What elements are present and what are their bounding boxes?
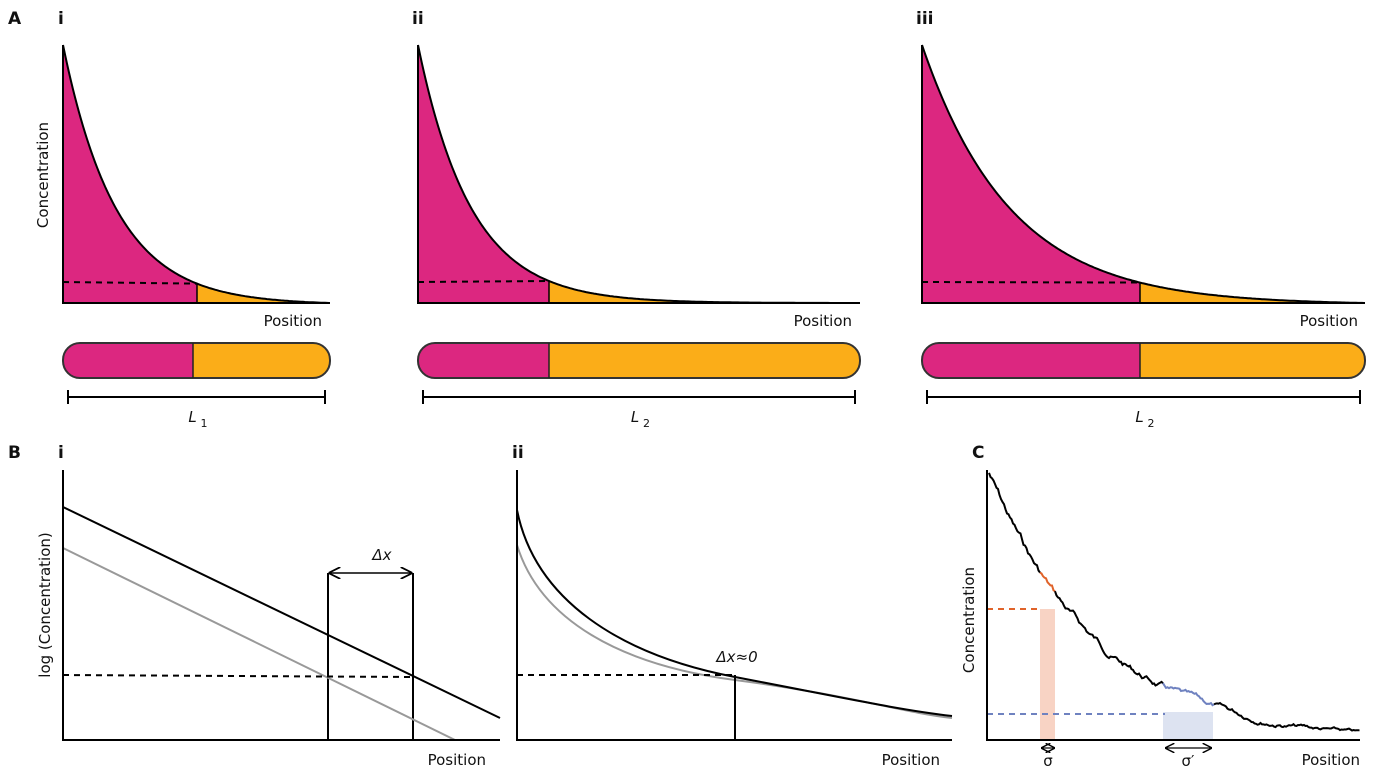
subpanel-label: i (58, 9, 64, 29)
x-axis-label: Position (882, 751, 940, 769)
y-axis-label: Concentration (960, 567, 978, 673)
subpanel-label: ii (412, 9, 424, 29)
width-label: σ (1043, 752, 1053, 770)
panel-label: C (972, 443, 984, 463)
panel-label: B (8, 443, 21, 463)
embryo-anterior (922, 343, 1141, 378)
x-axis-label: Position (794, 312, 852, 330)
width-label: σ′ (1182, 752, 1196, 770)
length-label: L (188, 408, 196, 426)
annotation: Δx (371, 546, 391, 564)
scale-bar (68, 390, 325, 404)
plot-b-i (63, 470, 500, 740)
region-high (922, 45, 1140, 303)
length-label: L (631, 408, 639, 426)
figure: A i ii iii B i ii C Concentration Positi… (0, 0, 1376, 772)
region-low (197, 284, 330, 303)
gradient-trace-high (1040, 573, 1055, 592)
region-high (418, 45, 549, 303)
region-low (549, 281, 860, 303)
y-axis-label: log (Concentration) (36, 532, 54, 677)
length-subscript: 1 (201, 417, 208, 430)
subpanel-label: i (58, 443, 64, 463)
length-label: L (1135, 408, 1143, 426)
length-subscript: 2 (643, 417, 650, 430)
embryo-anterior (418, 343, 550, 378)
gradient-trace (1214, 703, 1360, 731)
length-subscript: 2 (1148, 417, 1155, 430)
subpanel-label: iii (916, 9, 933, 29)
annotation: Δx≈0 (715, 648, 757, 666)
scale-bar (423, 390, 855, 404)
region-low (1140, 283, 1365, 303)
x-axis-label: Position (1302, 751, 1360, 769)
subpanel-label: ii (512, 443, 524, 463)
embryo-anterior (63, 343, 194, 378)
region-high (63, 45, 197, 303)
embryo-posterior (549, 343, 861, 378)
gradient-trace (1055, 591, 1163, 685)
plot-b-ii (517, 470, 952, 740)
panel-label: A (8, 9, 22, 29)
embryo-posterior (1140, 343, 1366, 378)
y-axis-label: Concentration (34, 122, 52, 228)
gradient-trace (989, 473, 1040, 573)
x-axis-label: Position (428, 751, 486, 769)
x-axis-label: Position (1300, 312, 1358, 330)
gradient-trace-low (1163, 683, 1214, 705)
embryo-posterior (193, 343, 331, 378)
scale-bar (927, 390, 1360, 404)
plot-c (987, 470, 1360, 748)
x-axis-label: Position (264, 312, 322, 330)
